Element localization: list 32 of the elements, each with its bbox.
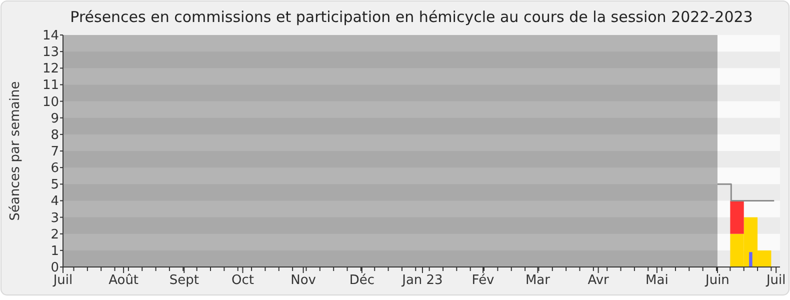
x-tick-label: Août <box>108 273 139 288</box>
y-tick-label: 11 <box>42 78 59 94</box>
y-tick-label: 8 <box>50 128 59 143</box>
x-tick-label: Juin <box>704 273 730 288</box>
x-tick-label: Jan 23 <box>401 273 443 288</box>
y-tick-label: 7 <box>50 144 59 160</box>
x-tick-label: Sept <box>169 273 199 288</box>
y-tick-label: 14 <box>42 28 59 44</box>
x-tick-label: Mai <box>646 273 668 288</box>
x-tick-label: Déc <box>349 273 374 288</box>
chart-title: Présences en commissions et participation en hémicycle au cours de la session 2022-2023 <box>70 8 753 26</box>
x-tick-label: Oct <box>231 273 254 288</box>
x-tick-label: Nov <box>290 273 316 288</box>
x-tick-label: Avr <box>588 273 610 288</box>
y-tick-label: 0 <box>50 260 59 276</box>
y-tick-label: 9 <box>50 111 59 126</box>
y-tick-label: 12 <box>42 62 59 77</box>
x-tick-label: Juil <box>765 273 786 288</box>
y-tick-label: 10 <box>42 94 59 110</box>
bar <box>749 252 752 267</box>
y-tick-label: 5 <box>50 178 59 193</box>
y-tick-label: 6 <box>50 161 59 176</box>
y-axis-title: Séances par semaine <box>8 81 23 221</box>
bar <box>730 200 744 234</box>
y-tick-label: 1 <box>50 244 59 259</box>
x-tick-label: Fév <box>472 273 495 288</box>
y-tick-label: 2 <box>50 227 59 242</box>
x-tick-label: Mar <box>525 273 551 288</box>
y-tick-label: 3 <box>50 210 59 226</box>
x-tick-label: Juil <box>52 273 73 288</box>
y-tick-label: 13 <box>42 45 59 60</box>
y-tick-label: 4 <box>50 194 59 210</box>
